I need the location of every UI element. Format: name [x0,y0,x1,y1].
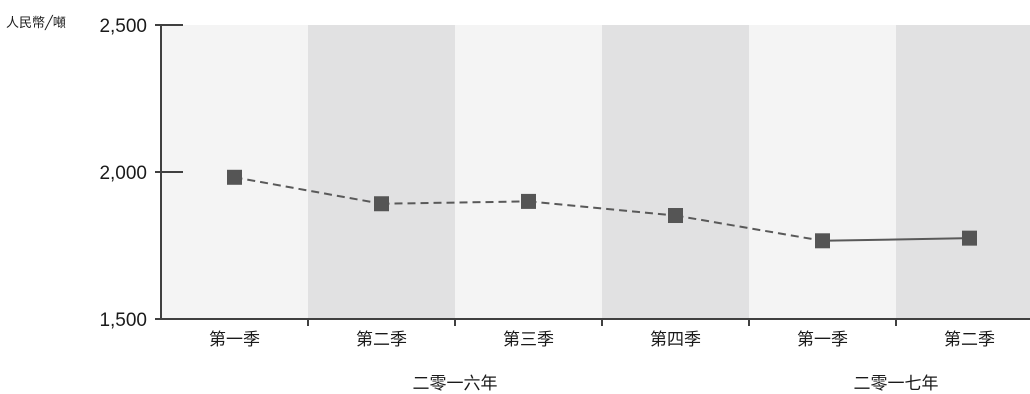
data-point-marker-2 [374,196,389,212]
data-point-marker-6 [962,230,977,246]
x-category-label: 第二季 [356,330,407,350]
unit-label: 人民幣╱噸 [6,14,66,31]
data-point-marker-4 [668,208,683,224]
data-point-marker-3 [521,193,536,209]
column-band-3 [455,25,602,319]
x-group-label: 二零一七年 [854,374,939,394]
y-tick-label: 2,000 [99,163,147,184]
series-segment-dashed [234,176,382,205]
series-segment-dashed [528,200,676,217]
column-band-2 [308,25,455,319]
x-category-label: 第二季 [944,330,995,350]
column-band-5 [749,25,896,319]
column-bands [161,25,1030,319]
axes [155,24,1030,326]
x-category-label: 第一季 [797,330,848,350]
data-point-marker-5 [815,233,830,249]
series-segment-dashed [675,214,823,242]
x-category-label: 第四季 [650,330,701,350]
column-band-6 [896,25,1030,319]
series-segment-solid [822,237,970,242]
y-tick-label: 1,500 [99,310,147,331]
price-series [227,169,977,249]
y-tick-label: 2,500 [99,16,147,37]
x-group-label: 二零一六年 [413,374,498,394]
data-point-marker-1 [227,169,242,185]
x-category-label: 第一季 [209,330,260,350]
series-segment-dashed [381,200,529,205]
x-category-label: 第三季 [503,330,554,350]
column-band-4 [602,25,749,319]
